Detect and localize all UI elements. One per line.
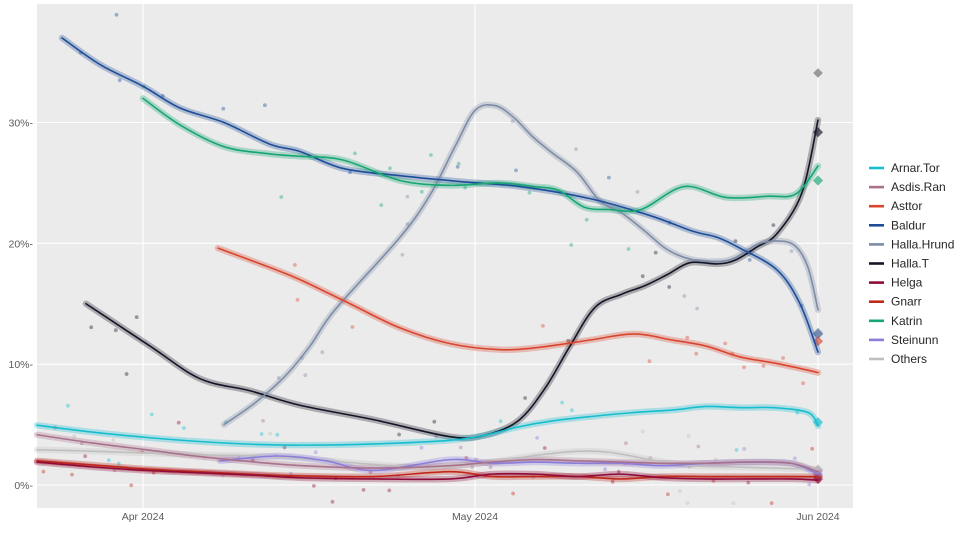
- svg-text:Apr 2024: Apr 2024: [122, 511, 165, 523]
- svg-text:Helga: Helga: [891, 276, 923, 290]
- svg-text:Steinunn: Steinunn: [891, 333, 938, 347]
- svg-text:Others: Others: [891, 352, 927, 366]
- svg-text:May 2024: May 2024: [452, 511, 498, 523]
- svg-text:Asttor: Asttor: [891, 199, 922, 213]
- svg-text:Gnarr: Gnarr: [891, 295, 922, 309]
- svg-text:Baldur: Baldur: [891, 218, 926, 232]
- svg-text:Asdis.Ran: Asdis.Ran: [891, 180, 946, 194]
- svg-text:Arnar.Tor: Arnar.Tor: [891, 161, 940, 175]
- svg-text:30%-: 30%-: [8, 118, 33, 130]
- svg-text:20%-: 20%-: [8, 238, 33, 250]
- svg-text:Katrin: Katrin: [891, 314, 922, 328]
- svg-text:Jun 2024: Jun 2024: [796, 511, 839, 523]
- svg-text:Halla.Hrund: Halla.Hrund: [891, 237, 954, 251]
- svg-text:Halla.T: Halla.T: [891, 257, 930, 271]
- svg-text:10%-: 10%-: [8, 359, 33, 371]
- svg-text:0%-: 0%-: [14, 480, 33, 492]
